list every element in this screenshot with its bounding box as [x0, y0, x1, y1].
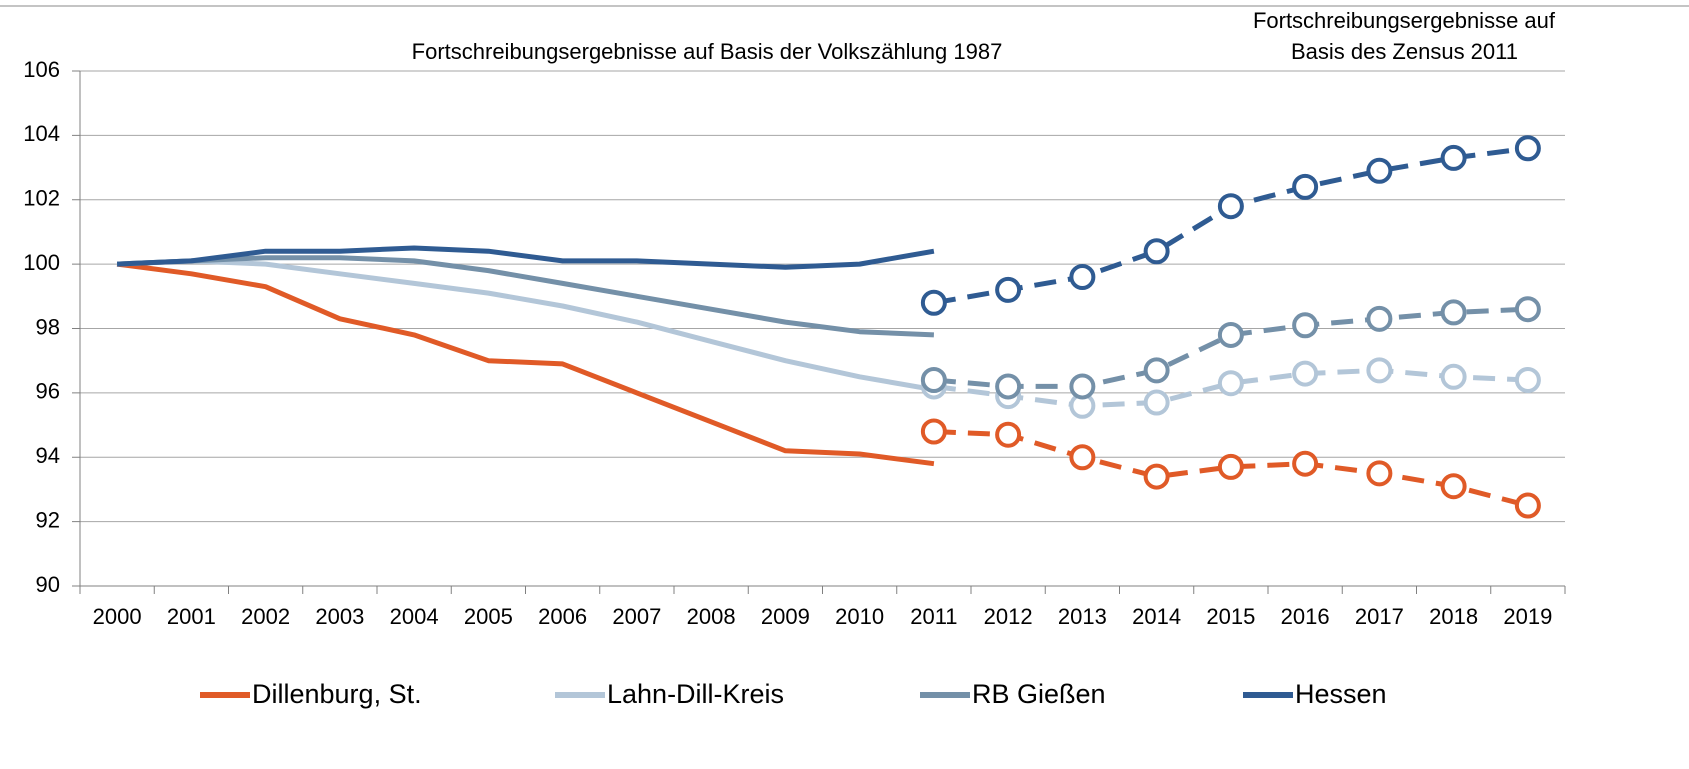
- marker: [1217, 453, 1244, 480]
- marker: [1514, 492, 1541, 519]
- marker: [1366, 357, 1393, 384]
- marker: [920, 289, 947, 316]
- marker: [1217, 370, 1244, 397]
- marker: [1440, 363, 1467, 390]
- legend-label: Dillenburg, St.: [252, 679, 422, 709]
- marker: [1143, 238, 1170, 265]
- x-tick-label: 2019: [1503, 604, 1552, 629]
- x-tick-label: 2006: [538, 604, 587, 629]
- x-tick-label: 2001: [167, 604, 216, 629]
- marker: [1069, 373, 1096, 400]
- marker: [1292, 312, 1319, 339]
- x-tick-label: 2015: [1206, 604, 1255, 629]
- marker: [920, 418, 947, 445]
- line: [116, 258, 935, 393]
- marker: [1440, 473, 1467, 500]
- legend-label: RB Gießen: [972, 679, 1106, 709]
- y-tick-label: 98: [36, 314, 60, 339]
- marker: [1069, 444, 1096, 471]
- legend-label: Lahn-Dill-Kreis: [607, 679, 784, 709]
- marker: [920, 367, 947, 393]
- marker: [1366, 460, 1393, 487]
- marker: [1292, 173, 1319, 200]
- dashed-line: [933, 145, 1529, 306]
- x-tick-label: 2013: [1058, 604, 1107, 629]
- annotation: Fortschreibungsergebnisse auf: [1253, 8, 1556, 33]
- marker: [1217, 193, 1244, 220]
- marker: [1292, 360, 1319, 387]
- line: [116, 255, 935, 338]
- marker: [995, 421, 1022, 448]
- legend-label: Hessen: [1295, 679, 1387, 709]
- y-tick-label: 90: [36, 572, 60, 597]
- marker: [1143, 463, 1170, 490]
- marker: [995, 276, 1022, 303]
- marker: [1440, 144, 1467, 171]
- y-tick-label: 100: [23, 250, 60, 275]
- x-tick-label: 2005: [464, 604, 513, 629]
- x-tick-label: 2014: [1132, 604, 1181, 629]
- x-tick-label: 2009: [761, 604, 810, 629]
- x-tick-label: 2004: [390, 604, 439, 629]
- x-tick-label: 2007: [612, 604, 661, 629]
- marker: [1366, 305, 1393, 332]
- y-tick-label: 104: [23, 121, 60, 146]
- y-tick-label: 102: [23, 186, 60, 211]
- marker: [995, 373, 1022, 400]
- marker: [1514, 367, 1541, 393]
- x-tick-label: 2011: [910, 604, 957, 629]
- marker: [1366, 157, 1393, 184]
- x-tick-label: 2010: [835, 604, 884, 629]
- x-tick-label: 2008: [687, 604, 736, 629]
- y-tick-label: 94: [36, 443, 60, 468]
- x-tick-label: 2018: [1429, 604, 1478, 629]
- line: [116, 261, 935, 467]
- marker: [1143, 389, 1170, 416]
- y-tick-label: 92: [36, 507, 60, 532]
- marker: [1217, 321, 1244, 348]
- x-tick-label: 2002: [241, 604, 290, 629]
- marker: [1514, 296, 1541, 323]
- marker: [1514, 135, 1541, 162]
- x-tick-label: 2017: [1355, 604, 1404, 629]
- x-tick-label: 2003: [315, 604, 364, 629]
- annotation: Fortschreibungsergebnisse auf Basis der …: [412, 39, 1003, 64]
- marker: [1440, 299, 1467, 326]
- y-tick-label: 96: [36, 379, 60, 404]
- marker: [1143, 357, 1170, 384]
- annotation: Basis des Zensus 2011: [1291, 39, 1518, 64]
- y-tick-label: 106: [23, 57, 60, 82]
- x-tick-label: 2016: [1281, 604, 1330, 629]
- x-tick-label: 2012: [984, 604, 1033, 629]
- marker: [1292, 450, 1319, 477]
- line: [116, 245, 935, 270]
- marker: [1069, 264, 1096, 290]
- x-tick-label: 2000: [93, 604, 142, 629]
